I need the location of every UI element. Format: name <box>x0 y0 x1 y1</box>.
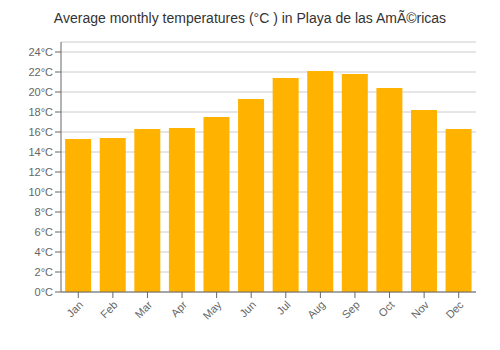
svg-text:8°C: 8°C <box>35 206 54 218</box>
svg-text:22°C: 22°C <box>28 66 53 78</box>
svg-text:14°C: 14°C <box>28 146 53 158</box>
svg-text:Feb: Feb <box>98 298 120 320</box>
svg-text:Jun: Jun <box>237 298 258 319</box>
svg-text:10°C: 10°C <box>28 186 53 198</box>
svg-text:Apr: Apr <box>168 298 189 319</box>
svg-text:12°C: 12°C <box>28 166 53 178</box>
svg-text:4°C: 4°C <box>35 246 54 258</box>
svg-text:2°C: 2°C <box>35 266 54 278</box>
svg-text:24°C: 24°C <box>28 46 53 58</box>
svg-text:Dec: Dec <box>443 298 466 321</box>
svg-text:Aug: Aug <box>305 298 327 320</box>
svg-text:18°C: 18°C <box>28 106 53 118</box>
svg-text:Nov: Nov <box>409 298 432 321</box>
svg-text:Jul: Jul <box>274 298 292 316</box>
svg-text:May: May <box>200 298 224 322</box>
html-text:Average monthly temperatures (: Average monthly temperatures (°C ) in Pl… <box>53 10 447 26</box>
svg-text:Sep: Sep <box>340 298 362 320</box>
svg-text:20°C: 20°C <box>28 86 53 98</box>
svg-text:16°C: 16°C <box>28 126 53 138</box>
svg-text:0°C: 0°C <box>35 286 54 298</box>
svg-text:Oct: Oct <box>376 298 397 319</box>
svg-text:Jan: Jan <box>64 298 85 319</box>
svg-text:Mar: Mar <box>133 298 155 320</box>
svg-text:6°C: 6°C <box>35 226 54 238</box>
